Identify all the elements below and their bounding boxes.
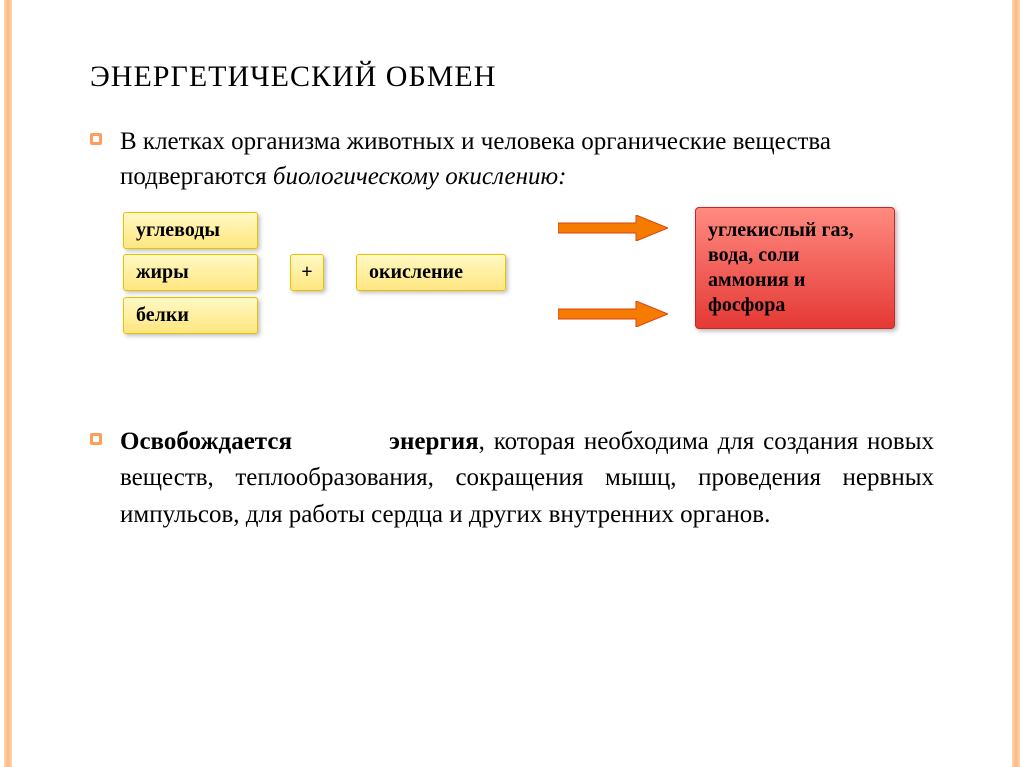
box-proteins: белки [123, 297, 258, 334]
arrow-top-icon [558, 215, 668, 241]
paragraph-2-bold1: Освобождается [120, 428, 292, 455]
slide: ЭНЕРГЕТИЧЕСКИЙ ОБМЕН В клетках организма… [0, 0, 1024, 767]
box-result: углекислый газ, вода, соли аммония и фос… [695, 207, 895, 329]
box-plus: + [290, 254, 324, 291]
box-carbohydrates: углеводы [123, 212, 258, 249]
slide-content: ЭНЕРГЕТИЧЕСКИЙ ОБМЕН В клетках организма… [0, 0, 1024, 588]
box-fats: жиры [123, 254, 258, 291]
arrow-bottom-icon [558, 301, 668, 327]
box-oxidation: окисление [356, 254, 506, 291]
slide-border-left [4, 0, 12, 767]
slide-title: ЭНЕРГЕТИЧЕСКИЙ ОБМЕН [90, 60, 934, 94]
paragraph-1-italic: биологическому окислению: [273, 163, 567, 190]
slide-border-right [1012, 0, 1020, 767]
bullet-marker-icon [90, 133, 102, 145]
oxidation-diagram: углеводы жиры белки + окисление углекисл… [90, 209, 934, 399]
bullet-item-2: Освобождается энергия, которая необходим… [90, 424, 934, 533]
paragraph-2-gap [292, 428, 389, 455]
paragraph-1: В клетках организма животных и человека … [120, 124, 934, 194]
bullet-item-1: В клетках организма животных и человека … [90, 124, 934, 194]
bullet-marker-icon [90, 433, 102, 445]
paragraph-2-bold2: энергия [389, 428, 479, 455]
paragraph-2: Освобождается энергия, которая необходим… [120, 424, 934, 533]
